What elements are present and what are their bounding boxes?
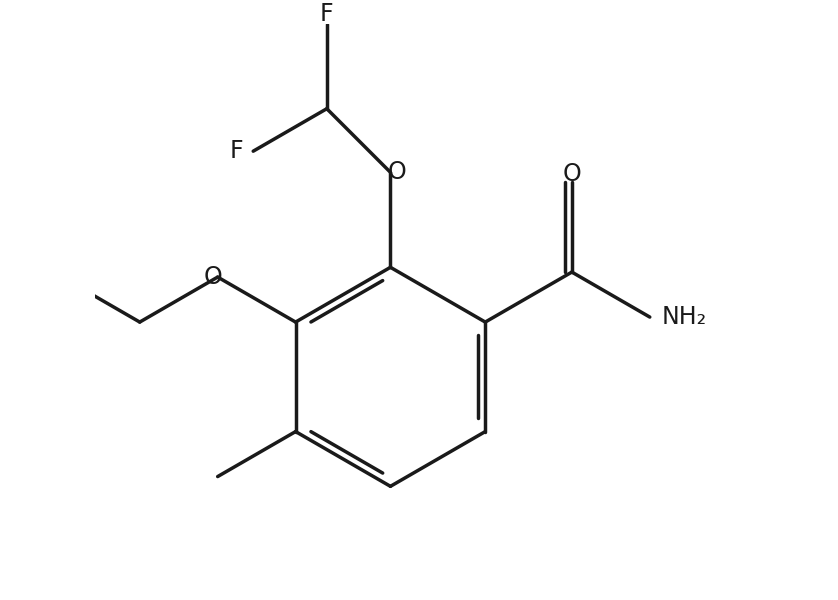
Text: F: F <box>230 139 244 163</box>
Text: NH₂: NH₂ <box>661 305 706 329</box>
Text: O: O <box>388 160 406 184</box>
Text: O: O <box>562 163 582 187</box>
Text: O: O <box>204 265 222 289</box>
Text: F: F <box>320 2 334 26</box>
